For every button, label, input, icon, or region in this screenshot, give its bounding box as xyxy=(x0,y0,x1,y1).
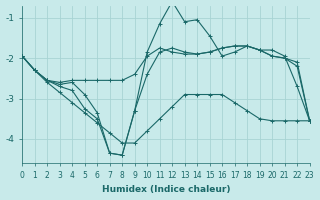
X-axis label: Humidex (Indice chaleur): Humidex (Indice chaleur) xyxy=(102,185,230,194)
